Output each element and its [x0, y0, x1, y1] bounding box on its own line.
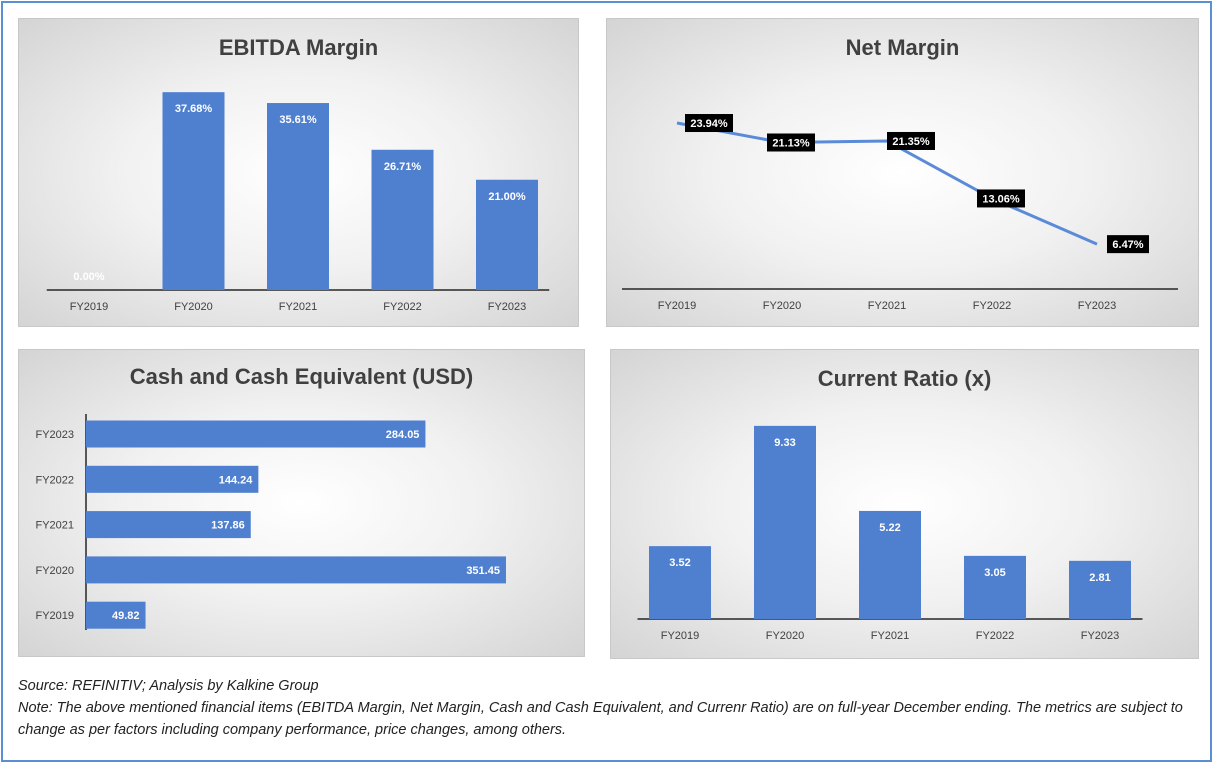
- bar: [86, 601, 146, 629]
- x-tick-label: FY2023: [488, 301, 527, 313]
- bar: [371, 149, 434, 290]
- y-tick-label: FY2019: [35, 610, 74, 622]
- data-label: 284.05: [386, 429, 420, 441]
- x-tick-label: FY2023: [1081, 630, 1120, 642]
- x-tick-label: FY2022: [383, 301, 422, 313]
- chart-title: Net Margin: [845, 35, 960, 60]
- chart-title: Cash and Cash Equivalent (USD): [129, 364, 474, 389]
- chart-plot: FY2019 3.52 FY2020 9.33 FY2021 5.22 FY2022 3.05…: [637, 425, 1143, 642]
- bar: [86, 511, 251, 539]
- x-tick-label: FY2022: [976, 630, 1015, 642]
- chart-title: Current Ratio (x): [817, 366, 992, 391]
- bar: [162, 92, 225, 291]
- data-label-box: [977, 189, 1025, 208]
- data-label: 21.00%: [488, 191, 526, 203]
- data-label: 0.00%: [73, 271, 104, 283]
- bar: [1069, 560, 1131, 619]
- chart-plot: FY2023 284.05 FY2022 144.24 FY2021 137.86 FY20…: [35, 414, 506, 630]
- bar: [86, 465, 259, 493]
- x-tick-label: FY2019: [661, 630, 700, 642]
- data-label-box: [887, 131, 935, 150]
- net-margin-chart: Net Margin FY2019 23.94% FY2020 21.13% FY202…: [606, 18, 1199, 327]
- bar: [267, 103, 329, 290]
- data-label: 351.45: [466, 565, 500, 577]
- data-label: 23.94%: [690, 118, 728, 130]
- chart-title: EBITDA Margin: [218, 35, 379, 60]
- y-tick-label: FY2021: [35, 520, 74, 532]
- x-tick-label: FY2019: [658, 300, 697, 312]
- current-ratio-chart: Current Ratio (x) FY2019 3.52 FY2020 9.33 FY…: [610, 349, 1199, 659]
- bar: [86, 556, 506, 584]
- chart-plot: FY2019 23.94% FY2020 21.13% FY2021 21.35% FY20…: [622, 114, 1178, 312]
- y-tick-label: FY2022: [35, 474, 74, 486]
- source-text: Source: REFINITIV; Analysis by Kalkine G…: [18, 678, 319, 694]
- data-label: 26.71%: [384, 161, 422, 173]
- data-label: 9.33: [774, 437, 795, 449]
- data-label: 3.05: [984, 567, 1005, 579]
- x-tick-label: FY2020: [174, 301, 213, 313]
- data-label: 6.47%: [1112, 239, 1143, 251]
- data-label: 35.61%: [279, 114, 317, 126]
- data-label: 21.35%: [892, 136, 930, 148]
- data-label: 49.82: [112, 610, 140, 622]
- y-tick-label: FY2020: [35, 565, 74, 577]
- bar: [859, 510, 921, 619]
- x-tick-label: FY2019: [70, 301, 109, 313]
- footer: Source: REFINITIV; Analysis by Kalkine G…: [18, 675, 1198, 741]
- x-tick-label: FY2022: [973, 300, 1012, 312]
- data-label-box: [1107, 235, 1149, 254]
- x-tick-label: FY2023: [1078, 300, 1117, 312]
- data-label: 137.86: [211, 520, 245, 532]
- x-tick-label: FY2021: [279, 301, 318, 313]
- y-tick-label: FY2023: [35, 429, 74, 441]
- data-label: 13.06%: [982, 193, 1020, 205]
- data-label: 5.22: [879, 522, 900, 534]
- bar: [476, 179, 538, 290]
- data-label: 21.13%: [772, 137, 810, 149]
- data-label: 3.52: [669, 557, 690, 569]
- data-label: 37.68%: [175, 103, 213, 115]
- ebitda-margin-chart: EBITDA Margin FY2019 0.00% FY2020 37.68% FY2…: [18, 18, 579, 327]
- x-tick-label: FY2020: [763, 300, 802, 312]
- x-tick-label: FY2021: [871, 630, 910, 642]
- note-text: Note: The above mentioned financial item…: [18, 700, 1183, 738]
- data-label-box: [685, 114, 733, 133]
- chart-plot: FY2019 0.00% FY2020 37.68% FY2021 35.61% FY202…: [46, 92, 550, 313]
- data-label: 144.24: [219, 474, 254, 486]
- bar: [964, 555, 1026, 619]
- x-tick-label: FY2020: [766, 630, 805, 642]
- data-label-box: [767, 133, 815, 152]
- cash-equivalent-chart: Cash and Cash Equivalent (USD) FY2023 284…: [18, 349, 585, 657]
- data-label: 2.81: [1089, 572, 1110, 584]
- x-tick-label: FY2021: [868, 300, 907, 312]
- bar: [86, 420, 426, 448]
- bar: [754, 425, 816, 619]
- bar: [649, 546, 711, 619]
